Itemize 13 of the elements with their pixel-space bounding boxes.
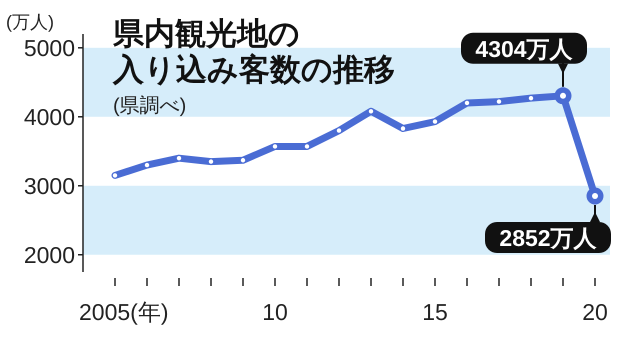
chart-title: 県内観光地の入り込み客数の推移: [112, 16, 395, 87]
x-tick-label: 15: [422, 299, 448, 325]
y-tick-label: 2000: [24, 242, 75, 268]
y-tick-label: 3000: [24, 172, 75, 199]
x-tick-label: 10: [262, 299, 288, 325]
y-tick-label: 4000: [24, 104, 75, 130]
x-tick-label: 20: [582, 299, 608, 325]
y-tick-label: 5000: [24, 34, 75, 61]
text: (県調べ): [113, 95, 186, 117]
y-axis-title: (万人): [6, 12, 54, 32]
data-label: 2852万人: [499, 224, 598, 251]
x-tick-label: 2005(年): [79, 299, 168, 325]
data-label: 4304万人: [475, 36, 574, 62]
